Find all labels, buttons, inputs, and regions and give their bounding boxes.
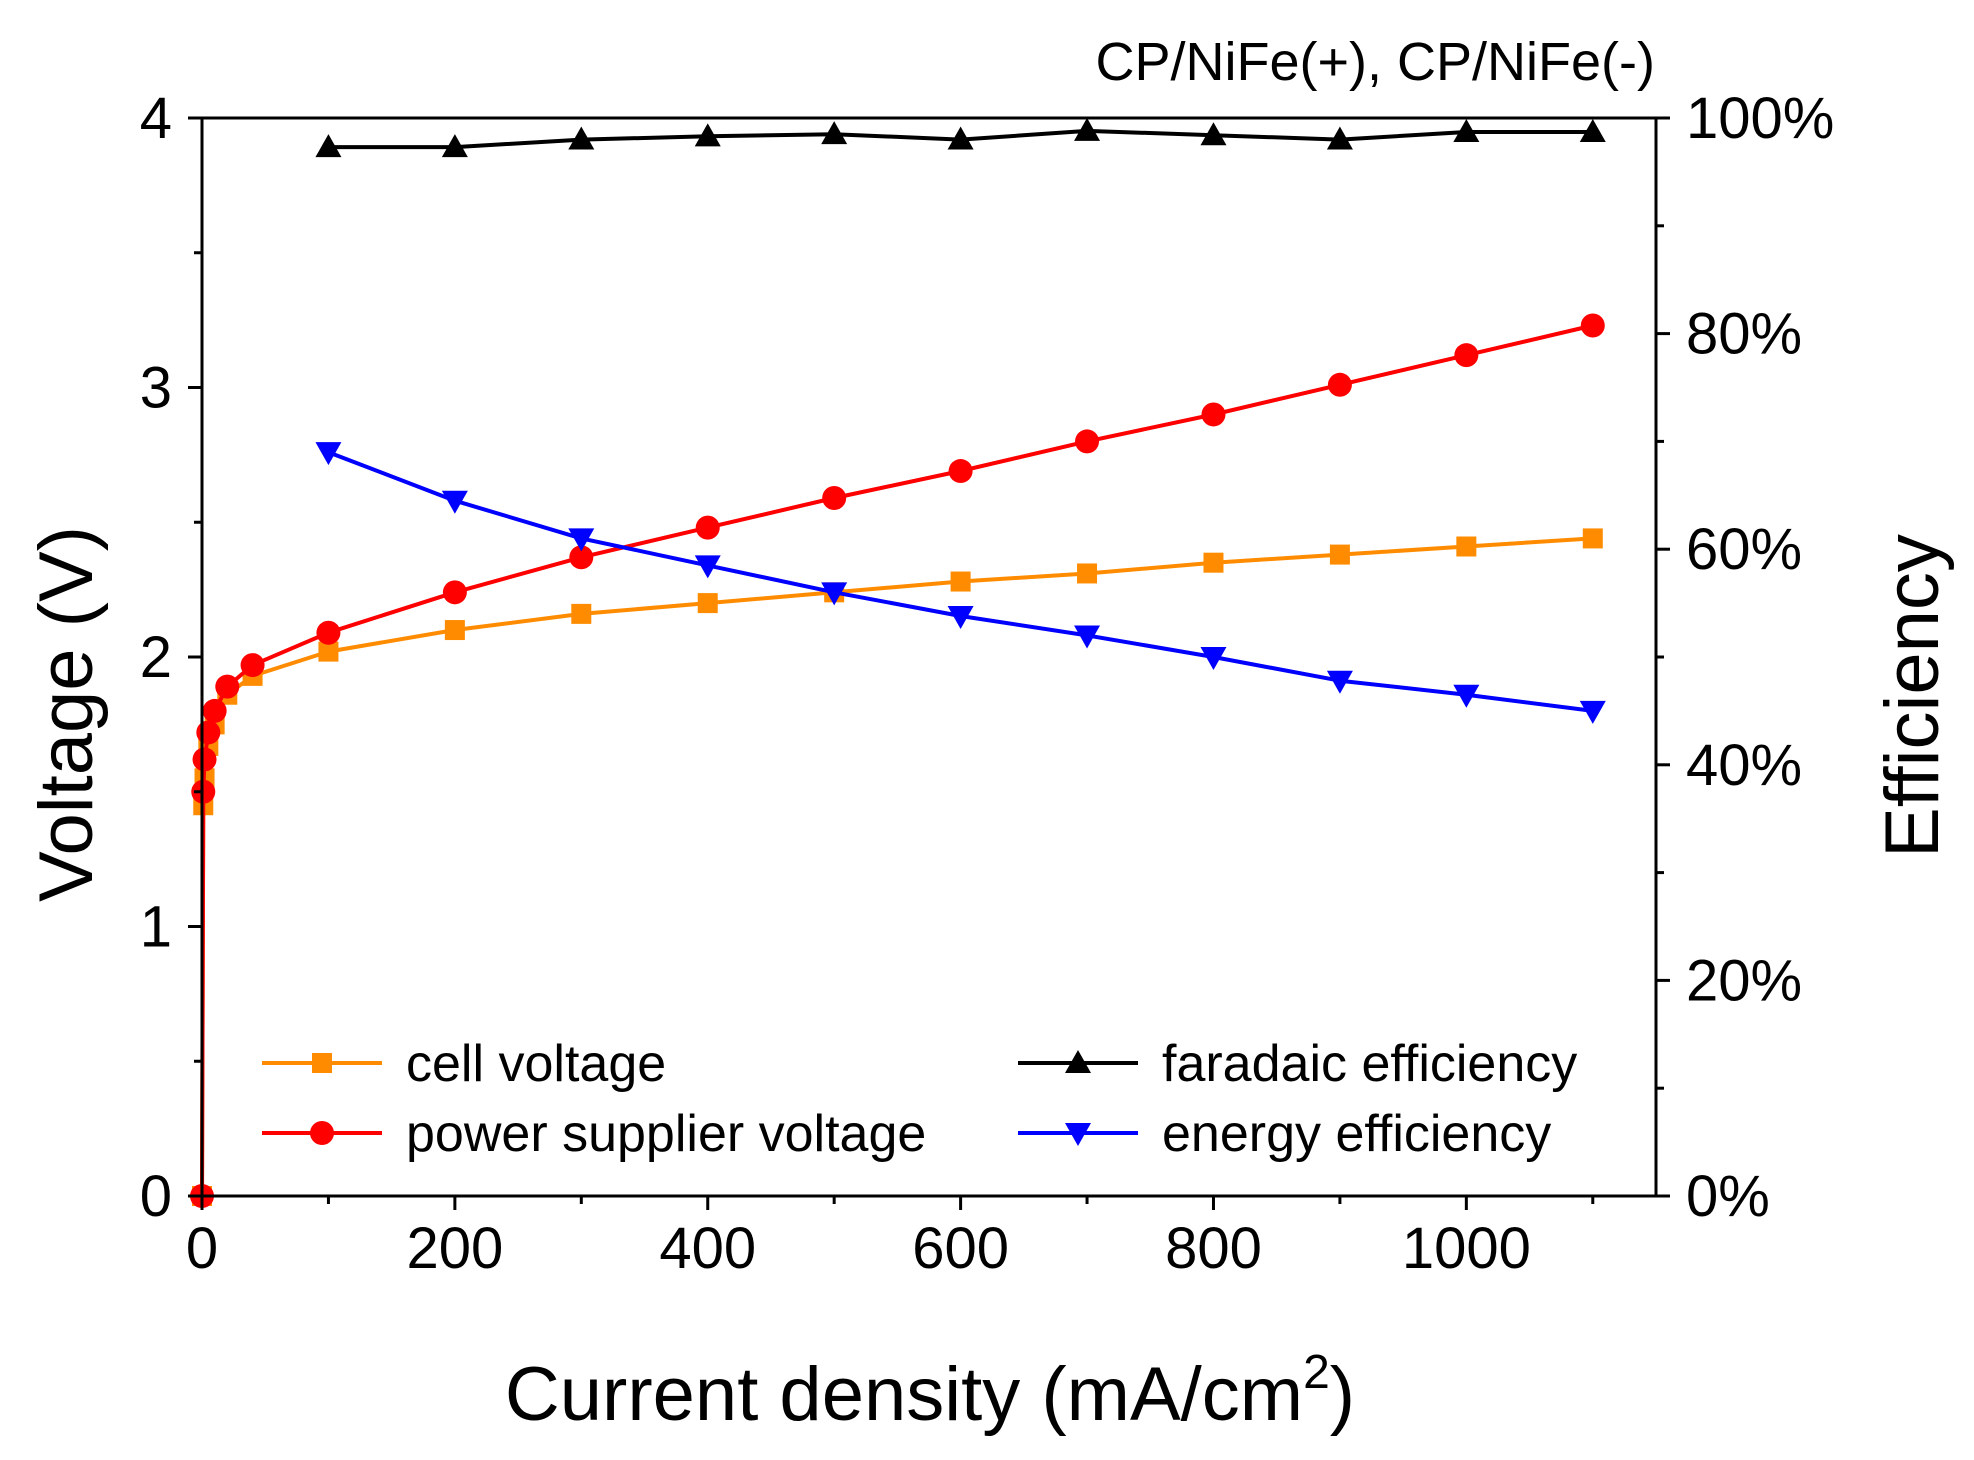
y-left-tick-label: 2 — [140, 625, 172, 690]
chart-title: CP/NiFe(+), CP/NiFe(-) — [1095, 32, 1655, 92]
series-energy-efficiency — [315, 442, 1606, 724]
data-point — [950, 571, 971, 592]
data-point — [1326, 126, 1353, 150]
series-power-supplier-voltage — [190, 313, 1605, 1208]
data-point — [569, 545, 594, 570]
legend: cell voltage power supplier voltage farada… — [262, 1035, 1577, 1163]
data-point — [1200, 122, 1227, 146]
data-point — [315, 134, 342, 158]
x-tick-label: 800 — [1165, 1216, 1262, 1281]
x-axis-title-main: Current density (mA/cm — [505, 1352, 1303, 1437]
plot-area — [190, 117, 1606, 1208]
data-point — [1074, 117, 1101, 141]
legend-item-power-supplier-voltage: power supplier voltage — [262, 1105, 926, 1163]
data-point — [947, 606, 974, 630]
y-left-tick-label: 4 — [140, 86, 172, 151]
y-left-tick-label: 3 — [140, 356, 172, 421]
y-right-tick-label: 0% — [1686, 1164, 1770, 1229]
data-point — [568, 528, 595, 552]
data-point — [821, 582, 848, 606]
data-point — [1580, 313, 1605, 338]
data-point — [215, 674, 240, 699]
x-tick-label: 400 — [659, 1216, 756, 1281]
data-point — [1453, 119, 1480, 143]
data-point — [1582, 528, 1603, 549]
data-point — [441, 490, 468, 514]
data-point — [315, 442, 342, 466]
data-point — [1201, 402, 1226, 427]
legend-item-faradaic-efficiency: faradaic efficiency — [1018, 1035, 1577, 1093]
x-tick-label: 0 — [186, 1216, 218, 1281]
series-faradaic-efficiency — [315, 117, 1606, 158]
legend-item-cell-voltage: cell voltage — [262, 1035, 666, 1093]
data-point — [694, 123, 721, 147]
x-tick-label: 200 — [406, 1216, 503, 1281]
data-point — [947, 126, 974, 150]
legend-label: cell voltage — [406, 1035, 666, 1093]
x-axis-title: Current density (mA/cm2) — [505, 1346, 1355, 1437]
data-point — [948, 459, 973, 484]
legend-label: energy efficiency — [1162, 1105, 1551, 1163]
x-tick-label: 1000 — [1402, 1216, 1531, 1281]
data-point — [1327, 372, 1352, 397]
data-point — [444, 620, 465, 641]
y-left-tick-label: 0 — [140, 1164, 172, 1229]
y-axis-left-title: Voltage (V) — [24, 526, 109, 902]
data-point — [1579, 119, 1606, 143]
data-point — [1329, 544, 1350, 565]
data-point — [202, 698, 227, 723]
data-point — [196, 720, 221, 745]
legend-marker — [1065, 1123, 1091, 1146]
series-line — [200, 536, 1593, 1197]
data-point — [822, 485, 847, 510]
y-right-tick-label: 40% — [1686, 733, 1802, 798]
data-point — [571, 603, 592, 624]
data-point — [316, 620, 341, 645]
data-point — [1453, 684, 1480, 708]
data-point — [1326, 670, 1353, 694]
data-point — [1075, 429, 1100, 454]
y-axis-right-title: Efficiency — [1870, 534, 1955, 858]
legend-marker — [312, 1053, 332, 1073]
data-point — [1454, 343, 1479, 368]
legend-marker — [310, 1121, 334, 1145]
data-point — [821, 121, 848, 145]
data-point — [694, 555, 721, 579]
data-point — [441, 134, 468, 158]
data-point — [695, 515, 720, 540]
data-point — [192, 747, 217, 772]
y-left-tick-label: 1 — [140, 895, 172, 960]
y-right-tick-label: 80% — [1686, 302, 1802, 367]
data-point — [1203, 552, 1224, 573]
x-tick-label: 600 — [912, 1216, 1009, 1281]
legend-item-energy-efficiency: energy efficiency — [1018, 1105, 1551, 1163]
data-point — [240, 653, 265, 678]
data-point — [1579, 700, 1606, 724]
data-point — [568, 126, 595, 150]
legend-label: faradaic efficiency — [1162, 1035, 1577, 1093]
legend-label: power supplier voltage — [406, 1105, 926, 1163]
data-point — [1077, 563, 1098, 584]
y-right-tick-label: 20% — [1686, 948, 1802, 1013]
x-axis-title-sup: 2 — [1303, 1346, 1330, 1399]
y-right-tick-label: 100% — [1686, 86, 1834, 151]
data-point — [1456, 536, 1477, 557]
data-point — [442, 580, 467, 605]
x-axis-title-close: ) — [1330, 1352, 1355, 1437]
y-right-tick-label: 60% — [1686, 517, 1802, 582]
data-point — [697, 593, 718, 614]
data-point — [1074, 625, 1101, 649]
legend-marker — [1065, 1050, 1091, 1073]
data-point — [318, 641, 339, 662]
data-point — [1200, 647, 1227, 670]
